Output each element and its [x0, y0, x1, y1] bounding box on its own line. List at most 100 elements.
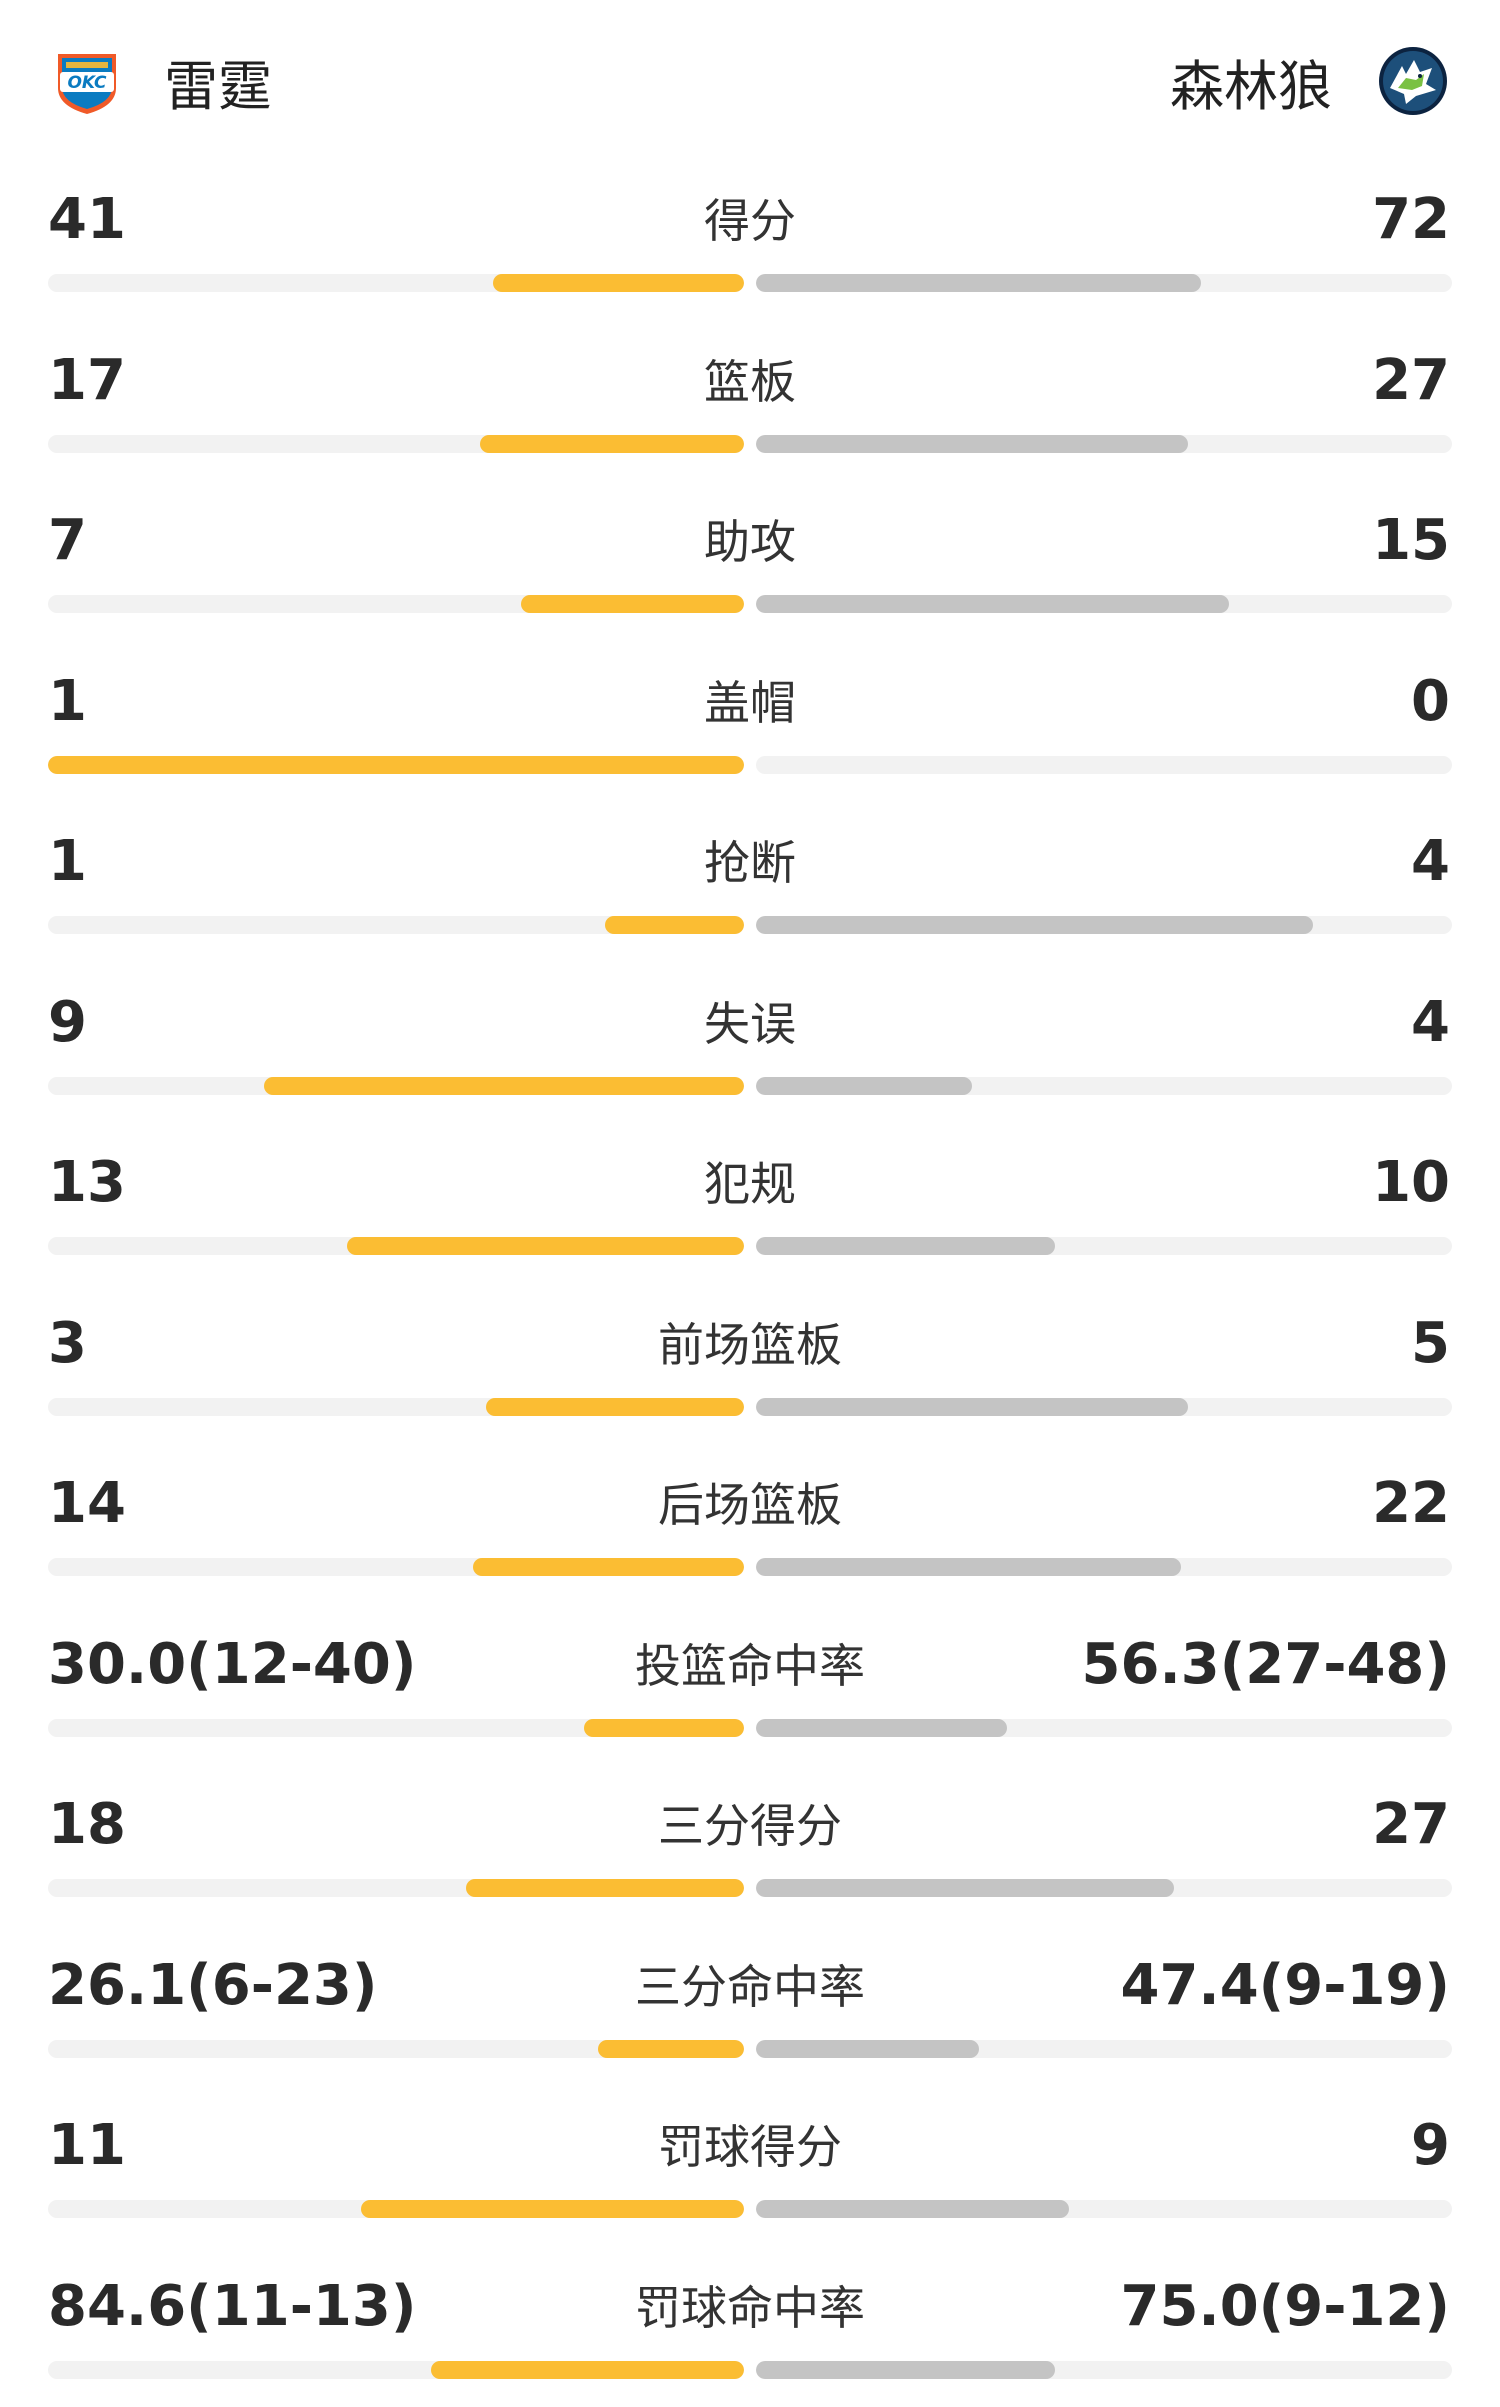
- away-stat-value: 0: [1411, 674, 1450, 730]
- away-stat-bar-track: [756, 2040, 1452, 2058]
- stat-label: 失误: [0, 1001, 1500, 1047]
- away-stat-bar: [756, 1077, 972, 1095]
- away-stat-bar-track: [756, 274, 1452, 292]
- okc-logo-text: OKC: [67, 73, 107, 93]
- stat-label: 前场篮板: [0, 1322, 1500, 1368]
- home-stat-bar-track: [48, 1719, 744, 1737]
- home-stat-bar-track: [48, 1398, 744, 1416]
- home-stat-bar-track: [48, 2361, 744, 2379]
- away-stat-bar: [756, 1237, 1055, 1255]
- away-stat-bar: [756, 916, 1313, 934]
- home-stat-bar: [521, 595, 744, 613]
- away-stat-bar: [756, 595, 1229, 613]
- away-stat-bar-track: [756, 1077, 1452, 1095]
- away-stat-bar: [756, 2040, 979, 2058]
- home-stat-bar: [347, 1237, 744, 1255]
- away-stat-bar: [756, 1398, 1188, 1416]
- home-stat-bar: [598, 2040, 744, 2058]
- away-stat-value: 5: [1411, 1316, 1450, 1372]
- away-stat-bar: [756, 1558, 1181, 1576]
- home-stat-bar: [473, 1558, 744, 1576]
- away-stat-bar-track: [756, 1398, 1452, 1416]
- home-stat-bar-track: [48, 1879, 744, 1897]
- away-stat-bar: [756, 274, 1201, 292]
- away-team-name: 森林狼: [1170, 42, 1332, 121]
- stat-label: 后场篮板: [0, 1482, 1500, 1528]
- home-stat-bar: [493, 274, 744, 292]
- away-stat-bar-track: [756, 916, 1452, 934]
- home-stat-bar-track: [48, 274, 744, 292]
- away-stat-value: 9: [1411, 2118, 1450, 2174]
- away-stat-bar-track: [756, 1237, 1452, 1255]
- stat-label: 得分: [0, 198, 1500, 244]
- home-stat-bar-track: [48, 1077, 744, 1095]
- away-stat-bar: [756, 2200, 1069, 2218]
- stat-label: 盖帽: [0, 680, 1500, 726]
- home-stat-bar: [486, 1398, 744, 1416]
- stat-label: 罚球得分: [0, 2124, 1500, 2170]
- home-stat-bar-track: [48, 435, 744, 453]
- home-stat-bar-track: [48, 2040, 744, 2058]
- away-stat-bar: [756, 1879, 1174, 1897]
- stat-label: 助攻: [0, 519, 1500, 565]
- home-stat-bar: [264, 1077, 744, 1095]
- stat-label: 犯规: [0, 1161, 1500, 1207]
- away-stat-value: 27: [1372, 353, 1450, 409]
- away-stat-bar: [756, 2361, 1055, 2379]
- away-stat-value: 4: [1411, 995, 1450, 1051]
- home-stat-bar: [480, 435, 744, 453]
- home-stat-bar-track: [48, 2200, 744, 2218]
- away-stat-bar-track: [756, 1719, 1452, 1737]
- away-stat-bar-track: [756, 756, 1452, 774]
- home-team-name: 雷霆: [164, 42, 272, 121]
- away-stat-value: 27: [1372, 1797, 1450, 1853]
- away-stat-bar-track: [756, 1879, 1452, 1897]
- okc-logo-icon: OKC: [50, 44, 124, 118]
- home-stat-bar-track: [48, 1558, 744, 1576]
- stat-label: 三分得分: [0, 1803, 1500, 1849]
- away-stat-value: 22: [1372, 1476, 1450, 1532]
- away-stat-bar-track: [756, 595, 1452, 613]
- wolf-logo-icon: [1376, 44, 1450, 118]
- stat-label: 抢断: [0, 840, 1500, 886]
- home-stat-bar: [361, 2200, 744, 2218]
- away-stat-value: 15: [1372, 513, 1450, 569]
- away-stat-bar-track: [756, 2361, 1452, 2379]
- teams-header: OKC 雷霆 森林狼: [0, 0, 1500, 160]
- home-stat-bar: [466, 1879, 744, 1897]
- away-stat-value: 72: [1372, 192, 1450, 248]
- home-stat-bar-track: [48, 756, 744, 774]
- home-stat-bar: [605, 916, 744, 934]
- home-stat-bar-track: [48, 1237, 744, 1255]
- away-stat-bar: [756, 435, 1188, 453]
- stat-label: 篮板: [0, 359, 1500, 405]
- away-stat-bar-track: [756, 435, 1452, 453]
- away-team[interactable]: 森林狼: [1170, 38, 1450, 124]
- home-team[interactable]: OKC 雷霆: [50, 38, 272, 124]
- away-stat-bar-track: [756, 1558, 1452, 1576]
- home-stat-bar: [584, 1719, 744, 1737]
- away-stat-value: 10: [1372, 1155, 1450, 1211]
- away-stat-value: 75.0(9-12): [1121, 2279, 1451, 2335]
- away-stat-value: 56.3(27-48): [1082, 1637, 1450, 1693]
- home-stat-bar: [431, 2361, 744, 2379]
- home-stat-bar-track: [48, 916, 744, 934]
- away-stat-bar: [756, 1719, 1007, 1737]
- away-stat-value: 4: [1411, 834, 1450, 890]
- home-stat-bar-track: [48, 595, 744, 613]
